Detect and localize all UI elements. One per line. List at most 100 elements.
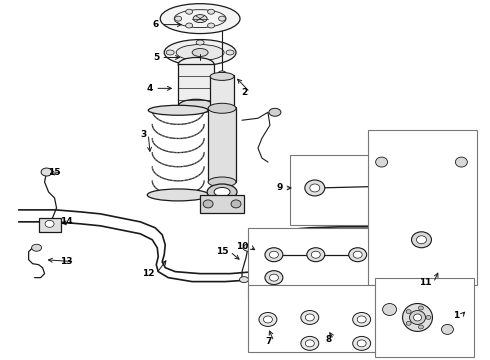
Ellipse shape	[301, 310, 319, 324]
Ellipse shape	[264, 316, 272, 323]
Ellipse shape	[259, 312, 277, 327]
Ellipse shape	[178, 99, 214, 113]
Ellipse shape	[208, 23, 215, 28]
Text: 11: 11	[419, 278, 432, 287]
Ellipse shape	[41, 168, 52, 176]
Ellipse shape	[397, 183, 406, 189]
Bar	[290, 155, 419, 225]
Ellipse shape	[208, 103, 236, 113]
Ellipse shape	[406, 321, 411, 325]
Ellipse shape	[310, 184, 320, 192]
Text: 15: 15	[216, 247, 228, 256]
Ellipse shape	[412, 232, 432, 248]
Ellipse shape	[208, 177, 236, 187]
Ellipse shape	[243, 244, 253, 251]
Polygon shape	[256, 302, 388, 351]
Text: 7: 7	[266, 337, 272, 346]
Bar	[375, 278, 474, 357]
Ellipse shape	[416, 236, 426, 244]
Ellipse shape	[218, 71, 226, 76]
Text: 12: 12	[142, 269, 154, 278]
Ellipse shape	[192, 49, 208, 57]
Ellipse shape	[414, 314, 421, 321]
Polygon shape	[374, 136, 475, 228]
Text: 5: 5	[153, 53, 159, 62]
Text: 10: 10	[236, 242, 248, 251]
Ellipse shape	[196, 60, 204, 65]
Polygon shape	[380, 288, 449, 347]
Ellipse shape	[353, 312, 370, 327]
Text: 8: 8	[325, 335, 332, 344]
Ellipse shape	[42, 221, 51, 228]
Bar	[248, 285, 403, 352]
Ellipse shape	[164, 40, 236, 66]
Ellipse shape	[349, 248, 367, 262]
Ellipse shape	[175, 16, 182, 21]
Ellipse shape	[269, 108, 281, 116]
Ellipse shape	[426, 315, 431, 319]
Ellipse shape	[418, 306, 423, 310]
Ellipse shape	[240, 276, 248, 283]
Ellipse shape	[207, 184, 237, 200]
Ellipse shape	[403, 303, 433, 332]
Bar	[210, 75, 234, 107]
Ellipse shape	[410, 310, 425, 324]
Ellipse shape	[305, 340, 314, 347]
Ellipse shape	[186, 9, 193, 14]
Ellipse shape	[32, 244, 42, 251]
Ellipse shape	[208, 9, 215, 14]
Ellipse shape	[383, 303, 396, 315]
Ellipse shape	[406, 310, 411, 314]
Text: 9: 9	[276, 184, 283, 193]
Text: 2: 2	[242, 88, 248, 97]
Text: 15: 15	[48, 167, 61, 176]
Ellipse shape	[178, 58, 214, 71]
Bar	[208, 107, 236, 182]
Ellipse shape	[307, 248, 325, 262]
Ellipse shape	[186, 23, 193, 28]
Ellipse shape	[305, 180, 325, 196]
Ellipse shape	[45, 220, 54, 227]
Bar	[39, 218, 61, 232]
Ellipse shape	[196, 40, 204, 45]
Bar	[248, 228, 388, 300]
Ellipse shape	[160, 4, 240, 33]
Ellipse shape	[226, 50, 234, 55]
Ellipse shape	[265, 271, 283, 285]
Ellipse shape	[376, 157, 388, 167]
Text: 4: 4	[147, 84, 153, 93]
Ellipse shape	[441, 324, 453, 334]
Text: 6: 6	[153, 20, 159, 29]
Ellipse shape	[148, 105, 208, 115]
Ellipse shape	[357, 340, 366, 347]
Text: 1: 1	[453, 311, 460, 320]
Ellipse shape	[455, 157, 467, 167]
Ellipse shape	[219, 16, 225, 21]
Ellipse shape	[214, 188, 230, 197]
Ellipse shape	[176, 45, 224, 60]
Bar	[368, 130, 477, 285]
Ellipse shape	[357, 316, 366, 323]
Bar	[200, 195, 244, 213]
Text: 14: 14	[60, 217, 73, 226]
Ellipse shape	[353, 336, 370, 350]
Ellipse shape	[203, 200, 213, 208]
Ellipse shape	[392, 179, 411, 193]
Polygon shape	[384, 152, 455, 210]
Ellipse shape	[353, 251, 362, 258]
Ellipse shape	[166, 50, 174, 55]
Ellipse shape	[311, 251, 320, 258]
Ellipse shape	[231, 200, 241, 208]
Ellipse shape	[418, 325, 423, 329]
Ellipse shape	[305, 314, 314, 321]
Ellipse shape	[270, 251, 278, 258]
Text: 3: 3	[140, 130, 147, 139]
Ellipse shape	[301, 336, 319, 350]
Ellipse shape	[270, 274, 278, 281]
Bar	[178, 64, 214, 106]
Ellipse shape	[265, 248, 283, 262]
Ellipse shape	[193, 15, 207, 23]
Text: 13: 13	[60, 257, 73, 266]
Ellipse shape	[147, 189, 209, 201]
Ellipse shape	[210, 72, 234, 80]
